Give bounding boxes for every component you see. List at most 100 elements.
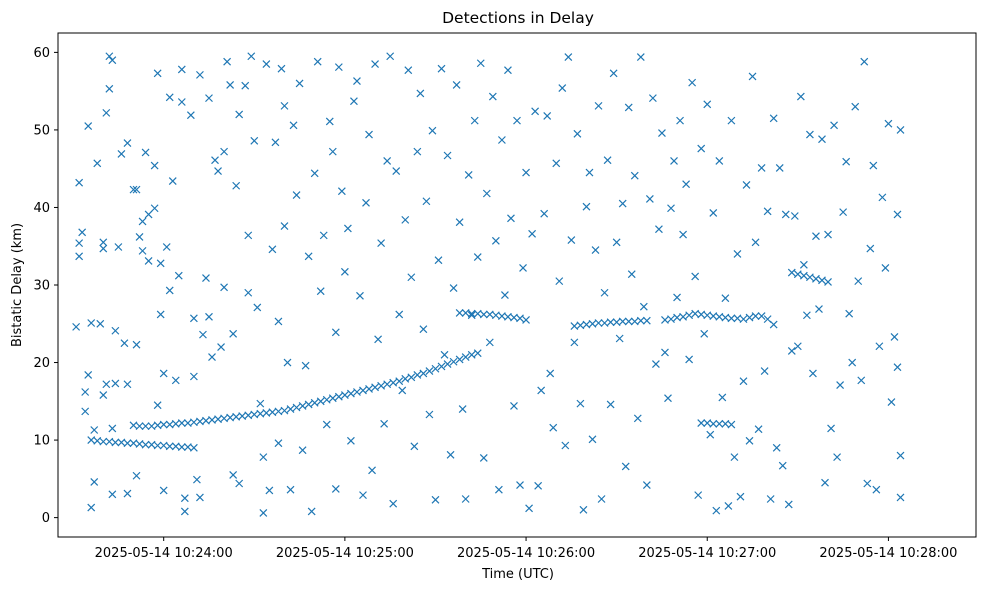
data-point [383, 380, 392, 389]
data-point [573, 129, 582, 138]
data-point [510, 402, 518, 410]
data-point [132, 471, 141, 480]
data-point [494, 485, 503, 494]
data-point [670, 157, 678, 165]
data-point [205, 312, 213, 321]
data-point [443, 360, 452, 369]
data-point [114, 243, 123, 251]
plot-area [72, 52, 905, 517]
x-tick-label: 2025-05-14 10:27:00 [638, 546, 776, 561]
data-point [141, 148, 150, 157]
data-point [404, 66, 413, 75]
data-point [440, 350, 449, 359]
data-point [380, 419, 389, 428]
data-point [410, 442, 419, 451]
data-point [857, 376, 866, 385]
x-axis: 2025-05-14 10:24:00 2025-05-14 10:25:00 20… [95, 537, 957, 561]
data-point [784, 500, 793, 509]
data-point [162, 243, 171, 251]
data-point [196, 493, 204, 502]
data-point [799, 271, 808, 280]
data-point [561, 441, 570, 450]
data-point [612, 238, 621, 247]
data-point [340, 267, 349, 276]
data-point [507, 214, 515, 223]
data-point [150, 161, 159, 170]
data-point [292, 403, 301, 412]
data-point [81, 388, 90, 396]
data-point [679, 230, 688, 239]
data-point [775, 163, 784, 172]
data-point [488, 92, 497, 101]
data-point [751, 238, 760, 247]
x-tick-label: 2025-05-14 10:25:00 [276, 546, 414, 561]
data-point [655, 225, 663, 234]
data-point [416, 89, 425, 98]
data-point [567, 236, 576, 244]
data-point [262, 60, 271, 68]
data-point [594, 319, 603, 327]
data-point [809, 369, 817, 378]
data-point [301, 361, 310, 370]
data-point [685, 311, 694, 320]
data-point [111, 379, 120, 388]
data-point [241, 81, 250, 90]
data-point [673, 293, 681, 302]
data-point [893, 363, 902, 372]
data-point [715, 419, 724, 428]
y-axis-label: Bistatic Delay (km) [10, 223, 25, 347]
data-point [479, 310, 488, 319]
data-point [709, 419, 718, 428]
data-point [579, 505, 588, 514]
data-point [350, 97, 358, 106]
data-point [331, 485, 340, 493]
data-point [328, 394, 337, 403]
data-point [648, 94, 657, 103]
data-point [132, 340, 141, 349]
data-point [229, 471, 238, 479]
data-point [842, 157, 851, 166]
data-point [247, 52, 256, 61]
data-point [425, 410, 434, 419]
data-point [818, 135, 826, 144]
data-point [896, 493, 905, 502]
data-point [223, 57, 232, 66]
data-point [138, 246, 147, 255]
data-point [534, 481, 543, 490]
data-point [328, 147, 337, 156]
data-point [863, 479, 872, 488]
data-point [111, 326, 120, 335]
data-point [504, 66, 512, 75]
data-point [790, 212, 799, 220]
data-point [186, 111, 195, 120]
data-point [99, 238, 108, 247]
data-point [401, 215, 410, 224]
data-point [226, 81, 235, 89]
data-point [377, 239, 386, 248]
data-point [431, 364, 440, 373]
data-point [615, 334, 624, 343]
data-point [694, 491, 703, 500]
data-point [87, 319, 96, 327]
data-point [156, 310, 165, 319]
data-point [413, 371, 422, 379]
data-point [87, 503, 96, 512]
data-point [667, 204, 675, 213]
data-point [727, 420, 736, 429]
data-point [718, 393, 727, 402]
data-point [455, 308, 464, 317]
data-point [600, 288, 609, 297]
data-point [890, 333, 899, 341]
data-point [642, 481, 651, 489]
data-point [232, 181, 241, 190]
data-point [802, 311, 811, 320]
data-point [286, 405, 295, 413]
data-point [123, 489, 132, 498]
data-point [558, 84, 567, 92]
data-point [374, 335, 383, 344]
data-point [81, 407, 90, 416]
data-point [893, 210, 902, 219]
data-point [618, 317, 627, 326]
data-point [528, 229, 537, 238]
data-point [108, 490, 117, 499]
